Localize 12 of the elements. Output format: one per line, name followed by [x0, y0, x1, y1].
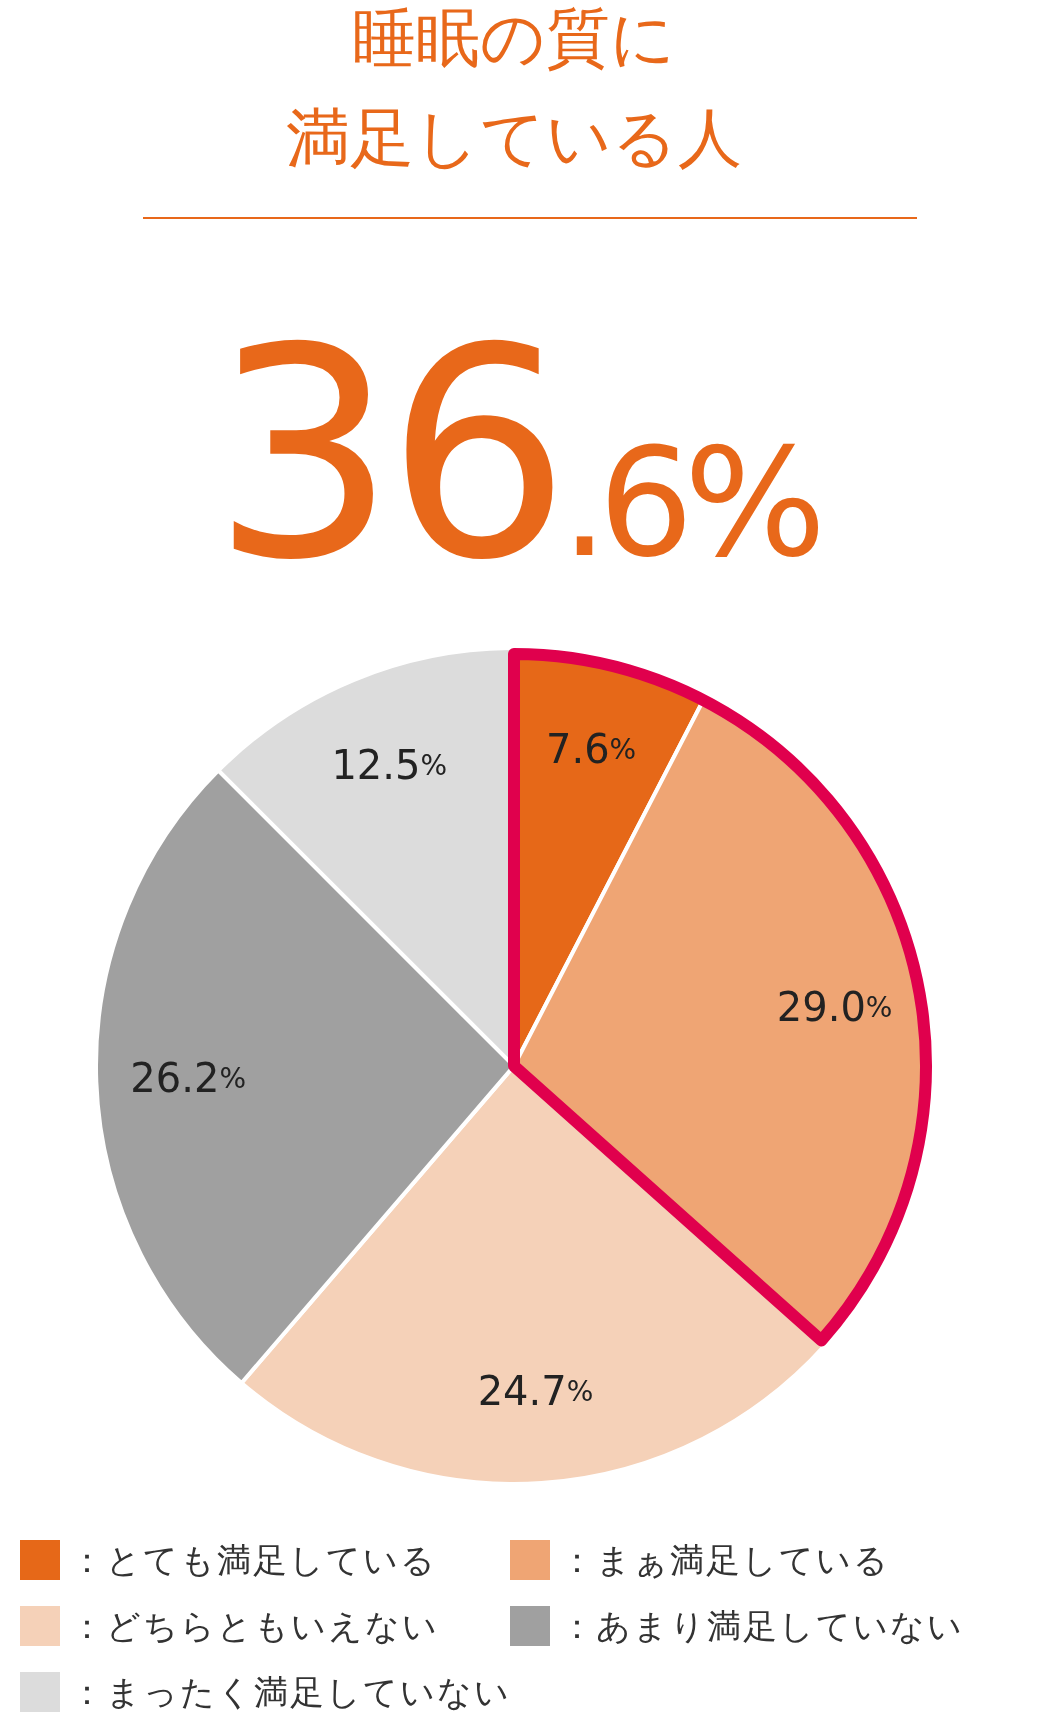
chart-title: 睡眠の質に満足している人 [286, 1, 742, 175]
data-label: 29.0% [776, 983, 893, 1030]
legend-label: ：とても満足している [70, 1540, 437, 1580]
legend-label: ：まったく満足していない [70, 1672, 511, 1712]
data-label: 7.6% [545, 726, 637, 773]
legend-label: ：まぁ満足している [560, 1540, 890, 1580]
data-label: 12.5% [331, 741, 448, 788]
legend-label: ：あまり満足していない [560, 1606, 964, 1646]
legend-label: ：どちらともいえない [70, 1606, 439, 1646]
data-label: 26.2% [130, 1055, 247, 1102]
data-label: 24.7% [477, 1368, 594, 1415]
chart-subtitle: 36.6% [211, 286, 819, 623]
